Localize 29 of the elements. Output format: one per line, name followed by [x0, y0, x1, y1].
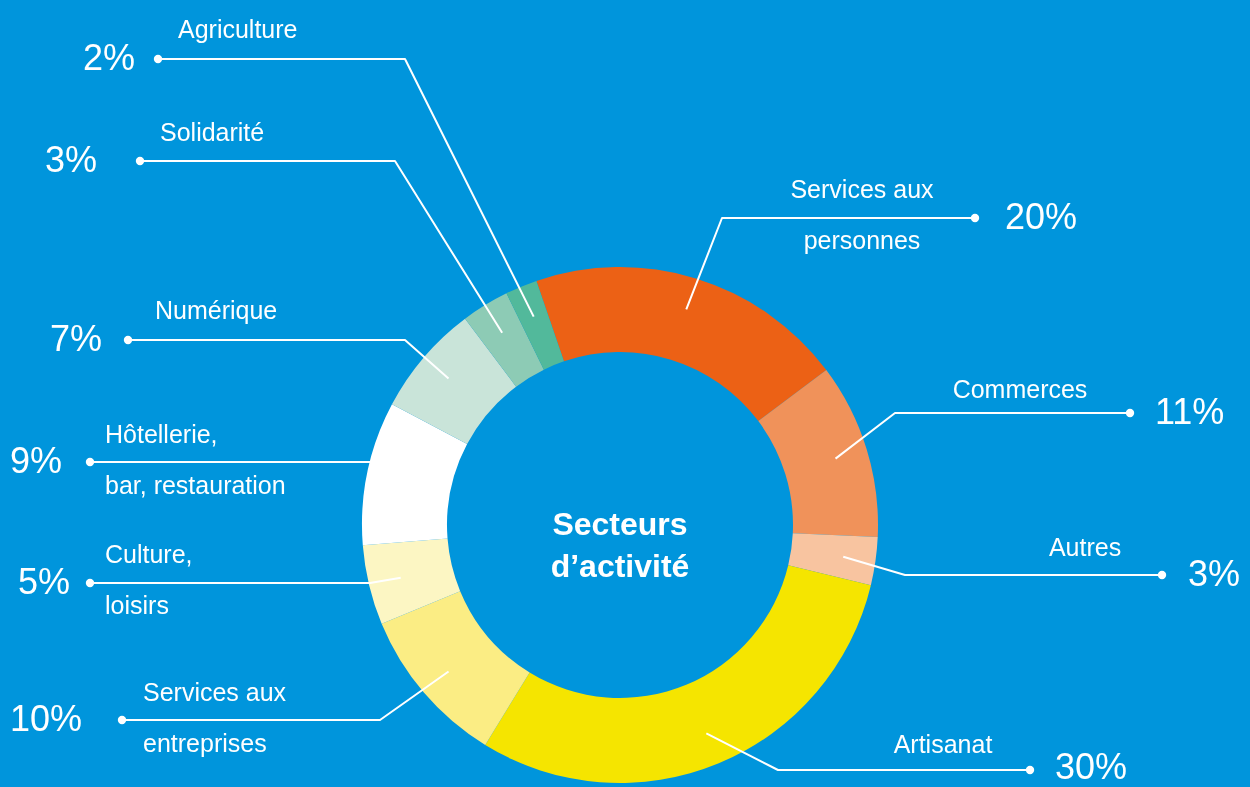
- donut-slice: [506, 280, 564, 370]
- slice-label: Culture, loisirs: [105, 540, 193, 619]
- slice-label: Commerces: [952, 375, 1088, 403]
- data-label: 30%: [1055, 746, 1128, 787]
- legend-label: Hôtellerie, bar, restauration: [105, 420, 286, 499]
- donut-slice: [788, 533, 878, 586]
- data-label: 10%: [10, 698, 83, 739]
- donut-slice: [536, 267, 827, 422]
- slice-label: Numérique: [155, 296, 278, 324]
- slice-label: Solidarité: [160, 118, 265, 146]
- data-label: 9%: [10, 440, 63, 481]
- data-label: 11%: [1155, 391, 1225, 432]
- slice-label: Services aux personnes: [790, 175, 935, 254]
- data-label: 2%: [83, 37, 136, 78]
- text: Secteurs d’activité: [550, 506, 690, 584]
- donut-slice: [381, 591, 530, 745]
- data-label: 3%: [1188, 553, 1241, 594]
- data-label: 20%: [1005, 196, 1078, 237]
- slice-label: Agriculture: [178, 15, 298, 43]
- donut-slice: [362, 538, 461, 624]
- donut-slice: [465, 293, 544, 387]
- data-label: 5%: [18, 561, 71, 602]
- data-label: 3%: [45, 139, 98, 180]
- slice-label: Services aux entreprises: [143, 678, 287, 757]
- donut-slice: [758, 370, 878, 538]
- slice-label: Artisanat: [893, 730, 993, 758]
- donut-slice: [391, 318, 517, 445]
- slice-label: Autres: [1048, 533, 1122, 561]
- data-label: 7%: [50, 318, 103, 359]
